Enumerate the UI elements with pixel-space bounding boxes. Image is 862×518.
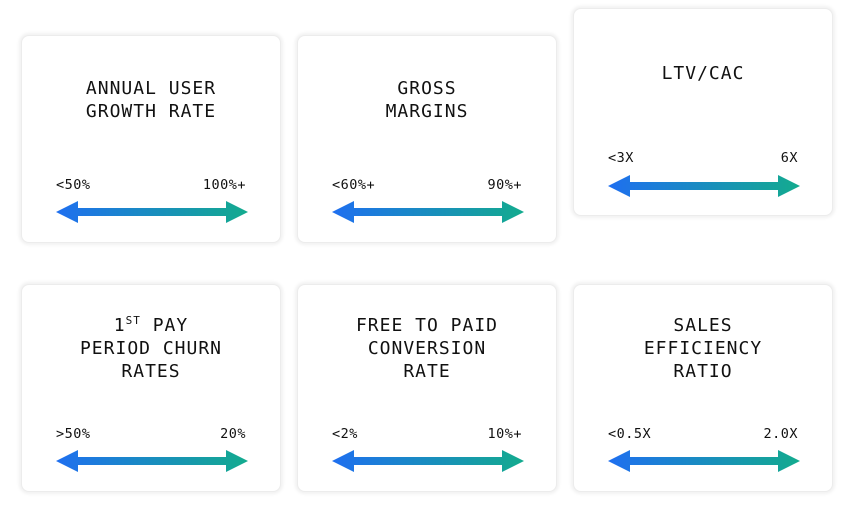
range-low-label: <60%+ [332,177,376,193]
range-high-label: 2.0X [763,426,798,442]
metric-card-first-pay-period-churn: 1ST PAY PERIOD CHURN RATES >50% 20% [21,284,281,492]
range-high-label: 20% [220,426,246,442]
double-arrow-icon [608,175,800,197]
double-arrow-icon [332,450,524,472]
card-title: FREE TO PAID CONVERSION RATE [355,315,499,382]
card-title-prefix: 1 [113,315,126,336]
card-title-superscript: ST [125,314,141,327]
card-title: GROSS MARGINS [385,78,469,122]
card-title: SALES EFFICIENCY RATIO [643,315,763,382]
metric-card-gross-margins: GROSS MARGINS <60%+ 90%+ [297,35,557,243]
double-arrow-icon [332,201,524,223]
range-low-label: <2% [332,426,358,442]
double-arrow-icon [56,201,248,223]
range-low-label: <3X [608,150,634,166]
double-arrow-icon [608,450,800,472]
metric-card-sales-efficiency-ratio: SALES EFFICIENCY RATIO <0.5X 2.0X [573,284,833,492]
metric-card-free-to-paid-conversion: FREE TO PAID CONVERSION RATE <2% 10%+ [297,284,557,492]
double-arrow-icon [56,450,248,472]
range-high-label: 90%+ [487,177,522,193]
card-title: LTV/CAC [661,63,745,84]
range-high-label: 100%+ [202,177,246,193]
range-high-label: 10%+ [487,426,522,442]
card-title: ANNUAL USER GROWTH RATE [85,78,217,122]
range-low-label: <0.5X [608,426,652,442]
metric-card-annual-user-growth: ANNUAL USER GROWTH RATE <50% 100%+ [21,35,281,243]
range-low-label: >50% [56,426,91,442]
range-low-label: <50% [56,177,91,193]
metric-card-ltv-cac: LTV/CAC <3X 6X [573,8,833,216]
card-title-rest: PAY PERIOD CHURN RATES [79,315,223,382]
card-title: 1ST PAY PERIOD CHURN RATES [22,314,280,383]
range-high-label: 6X [780,150,798,166]
